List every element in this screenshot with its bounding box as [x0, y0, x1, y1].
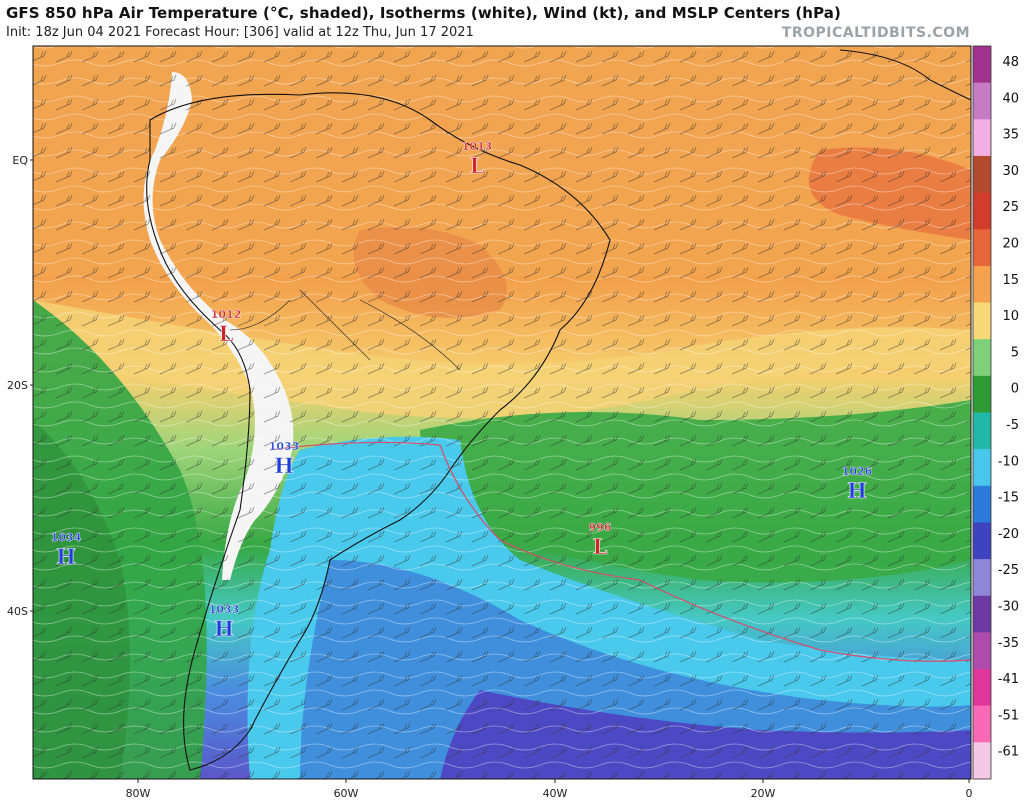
- pressure-value: 1034: [51, 531, 82, 544]
- colorbar-swatch: [973, 449, 991, 487]
- colorbar-swatch: [973, 339, 991, 377]
- colorbar-swatch: [973, 705, 991, 743]
- pressure-value: 1026: [842, 465, 873, 478]
- colorbar-label: 5: [1011, 345, 1019, 360]
- colorbar-swatch: [973, 559, 991, 597]
- colorbar: 48 40 35 30 25 20 15 10 5 0 -5 -10 -15 -20 -25 -30 -35 -4…: [972, 45, 1019, 780]
- colorbar-swatch: [973, 192, 991, 230]
- latitude-axis: EQ 20S 40S: [7, 154, 33, 618]
- colorbar-label: 0: [1011, 382, 1019, 397]
- colorbar-swatch: [973, 119, 991, 157]
- map-subtitle: Init: 18z Jun 04 2021 Forecast Hour: [30…: [6, 25, 474, 40]
- lat-label: 40S: [7, 605, 28, 618]
- pressure-symbol: H: [214, 616, 234, 641]
- pressure-symbol: H: [274, 453, 294, 478]
- colorbar-swatch: [973, 522, 991, 560]
- colorbar-label: -61: [998, 745, 1019, 760]
- pressure-value: 996: [589, 521, 612, 534]
- colorbar-label: 30: [1002, 164, 1019, 179]
- watermark: TROPICALTIDBITS.COM: [781, 25, 970, 41]
- pressure-symbol: L: [219, 321, 234, 346]
- lon-label: 60W: [334, 787, 359, 800]
- pressure-value: 1012: [211, 308, 242, 321]
- colorbar-label: -5: [1006, 418, 1019, 433]
- map-frame: [32, 45, 972, 780]
- map-field: [33, 46, 971, 779]
- map-title: GFS 850 hPa Air Temperature (°C, shaded)…: [6, 4, 841, 22]
- colorbar-label: 10: [1002, 309, 1019, 324]
- colorbar-swatch: [973, 229, 991, 267]
- colorbar-swatch: [973, 375, 991, 413]
- lon-label: 20W: [751, 787, 776, 800]
- pressure-symbol: H: [847, 478, 867, 503]
- colorbar-swatch: [973, 46, 991, 84]
- colorbar-label: -35: [998, 636, 1019, 651]
- pressure-value: 1013: [462, 140, 493, 153]
- colorbar-swatch: [973, 265, 991, 304]
- lat-label: 20S: [7, 379, 28, 392]
- colorbar-label: 48: [1002, 55, 1019, 70]
- colorbar-label: -10: [998, 454, 1019, 469]
- colorbar-label: 40: [1002, 91, 1019, 106]
- pressure-value: 1033: [269, 440, 300, 453]
- colorbar-swatch: [973, 742, 991, 780]
- colorbar-swatch: [973, 632, 991, 670]
- colorbar-label: 20: [1002, 237, 1019, 252]
- colorbar-swatch: [973, 302, 991, 340]
- colorbar-label: -41: [998, 672, 1019, 687]
- colorbar-swatch: [973, 82, 991, 120]
- colorbar-label: 35: [1002, 128, 1019, 143]
- lon-label: 80W: [126, 787, 151, 800]
- lat-label: EQ: [12, 154, 28, 167]
- colorbar-label: -15: [998, 491, 1019, 506]
- colorbar-label: -30: [998, 600, 1019, 615]
- pressure-value: 1033: [209, 603, 240, 616]
- colorbar-swatch: [973, 669, 991, 707]
- colorbar-swatch: [973, 155, 991, 194]
- lon-label: 40W: [543, 787, 568, 800]
- pressure-symbol: L: [470, 153, 485, 178]
- colorbar-swatch: [973, 485, 991, 523]
- colorbar-swatch: [973, 595, 991, 633]
- colorbar-label: 15: [1002, 273, 1019, 288]
- colorbar-swatch: [973, 412, 991, 450]
- colorbar-label: 25: [1002, 200, 1019, 215]
- colorbar-label: -25: [998, 563, 1019, 578]
- colorbar-label: -51: [998, 708, 1019, 723]
- pressure-symbol: L: [593, 534, 608, 559]
- colorbar-label: -20: [998, 527, 1019, 542]
- pressure-symbol: H: [56, 544, 76, 569]
- longitude-axis: 80W 60W 40W 20W 0: [126, 779, 973, 800]
- lon-label: 0: [966, 787, 973, 800]
